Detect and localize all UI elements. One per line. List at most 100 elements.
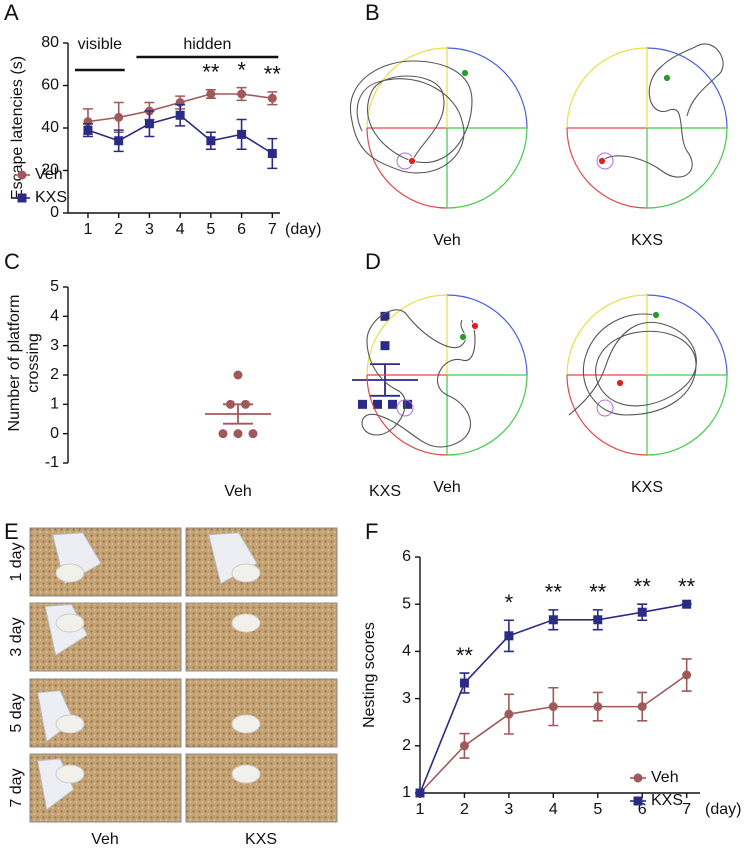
start-point: [461, 69, 469, 77]
marker: [682, 599, 692, 609]
swim-track: [568, 313, 697, 416]
pool-quadrant: [366, 374, 448, 456]
y-axis-label: crossing: [25, 333, 42, 393]
y-tick-label: 2: [402, 737, 411, 754]
cage-photo: [29, 527, 182, 597]
significance: **: [264, 62, 282, 87]
panel-letter: C: [4, 249, 20, 274]
marker: [593, 615, 603, 625]
x-tick-label: 3: [504, 801, 513, 818]
pool-quadrant: [566, 127, 648, 209]
significance: **: [545, 580, 563, 605]
marker: [206, 136, 216, 146]
y-tick-label: 1: [402, 784, 411, 801]
marker: [358, 399, 367, 409]
cage-photo: [185, 678, 338, 748]
x-tick-label: 7: [268, 221, 277, 238]
x-tick-label: KXS: [369, 483, 401, 500]
x-axis-label: (day): [285, 221, 321, 238]
x-tick-label: 7: [682, 801, 691, 818]
x-tick-label: 5: [206, 221, 215, 238]
mouse: [231, 563, 261, 583]
marker: [144, 119, 154, 129]
bracket-label: visible: [78, 36, 123, 53]
swim-track: [601, 43, 724, 178]
y-tick-label: 1: [50, 396, 59, 413]
swim-track: [349, 60, 473, 174]
marker: [237, 129, 247, 139]
x-tick-label: 3: [145, 221, 154, 238]
significance: *: [237, 57, 246, 82]
y-tick-label: 4: [50, 308, 59, 325]
mouse: [55, 764, 85, 784]
bracket-label: hidden: [183, 36, 231, 53]
y-tick-label: 4: [402, 643, 411, 660]
x-tick-label: 4: [549, 801, 558, 818]
cage-photo: [185, 602, 338, 672]
start-point: [652, 311, 660, 319]
pool-quadrant: [566, 374, 648, 456]
column-label: KXS: [245, 831, 277, 848]
marker: [17, 193, 27, 203]
marker: [83, 125, 93, 135]
platform: [596, 152, 614, 170]
y-axis-label: Escape latencies (s): [9, 56, 26, 200]
x-tick-label: Veh: [224, 483, 252, 500]
swim-track: [361, 309, 476, 448]
mouse: [231, 613, 261, 633]
group-label: KXS: [631, 232, 663, 249]
pool-quadrant: [366, 294, 448, 376]
marker: [233, 429, 243, 439]
marker: [504, 709, 514, 719]
pool-quadrant: [566, 294, 648, 376]
y-tick-label: 80: [41, 34, 59, 51]
y-tick-label: 60: [41, 77, 59, 94]
marker: [403, 399, 412, 409]
panel-letter: D: [365, 249, 381, 274]
marker: [637, 702, 647, 712]
mouse: [55, 563, 85, 583]
x-tick-label: 2: [460, 801, 469, 818]
row-label: 7 day: [8, 768, 25, 807]
marker: [388, 399, 397, 409]
mouse: [55, 613, 85, 633]
start-point: [663, 74, 671, 82]
marker: [218, 429, 228, 439]
y-tick-label: 2: [50, 366, 59, 383]
marker: [633, 796, 643, 806]
marker: [175, 110, 185, 120]
marker: [380, 311, 390, 321]
marker: [548, 702, 558, 712]
pool-quadrant: [446, 47, 528, 129]
group-label: Veh: [433, 232, 461, 249]
cage-photo: [185, 527, 338, 597]
pool-quadrant: [446, 374, 528, 456]
marker: [17, 170, 27, 180]
y-tick-label: 0: [50, 425, 59, 442]
pool-quadrant: [446, 294, 528, 376]
x-tick-label: 5: [593, 801, 602, 818]
platform: [596, 399, 614, 417]
row-label: 3 day: [8, 617, 25, 656]
pool-quadrant: [646, 374, 728, 456]
sem-bar: [370, 363, 400, 397]
marker: [682, 670, 692, 680]
pool-quadrant: [646, 127, 728, 209]
marker: [114, 136, 124, 146]
significance: **: [634, 574, 652, 599]
x-axis-label: (day): [705, 801, 741, 818]
nest-paper: [208, 532, 258, 585]
panel-letter: B: [365, 0, 380, 25]
end-point: [471, 322, 479, 330]
mouse: [55, 714, 85, 734]
marker: [504, 631, 514, 641]
significance: **: [678, 574, 696, 599]
marker: [373, 399, 382, 409]
marker: [459, 678, 469, 688]
mouse: [231, 714, 261, 734]
marker: [114, 112, 124, 122]
marker: [415, 788, 425, 798]
legend-label: Veh: [35, 166, 63, 183]
group-label: KXS: [631, 479, 663, 496]
